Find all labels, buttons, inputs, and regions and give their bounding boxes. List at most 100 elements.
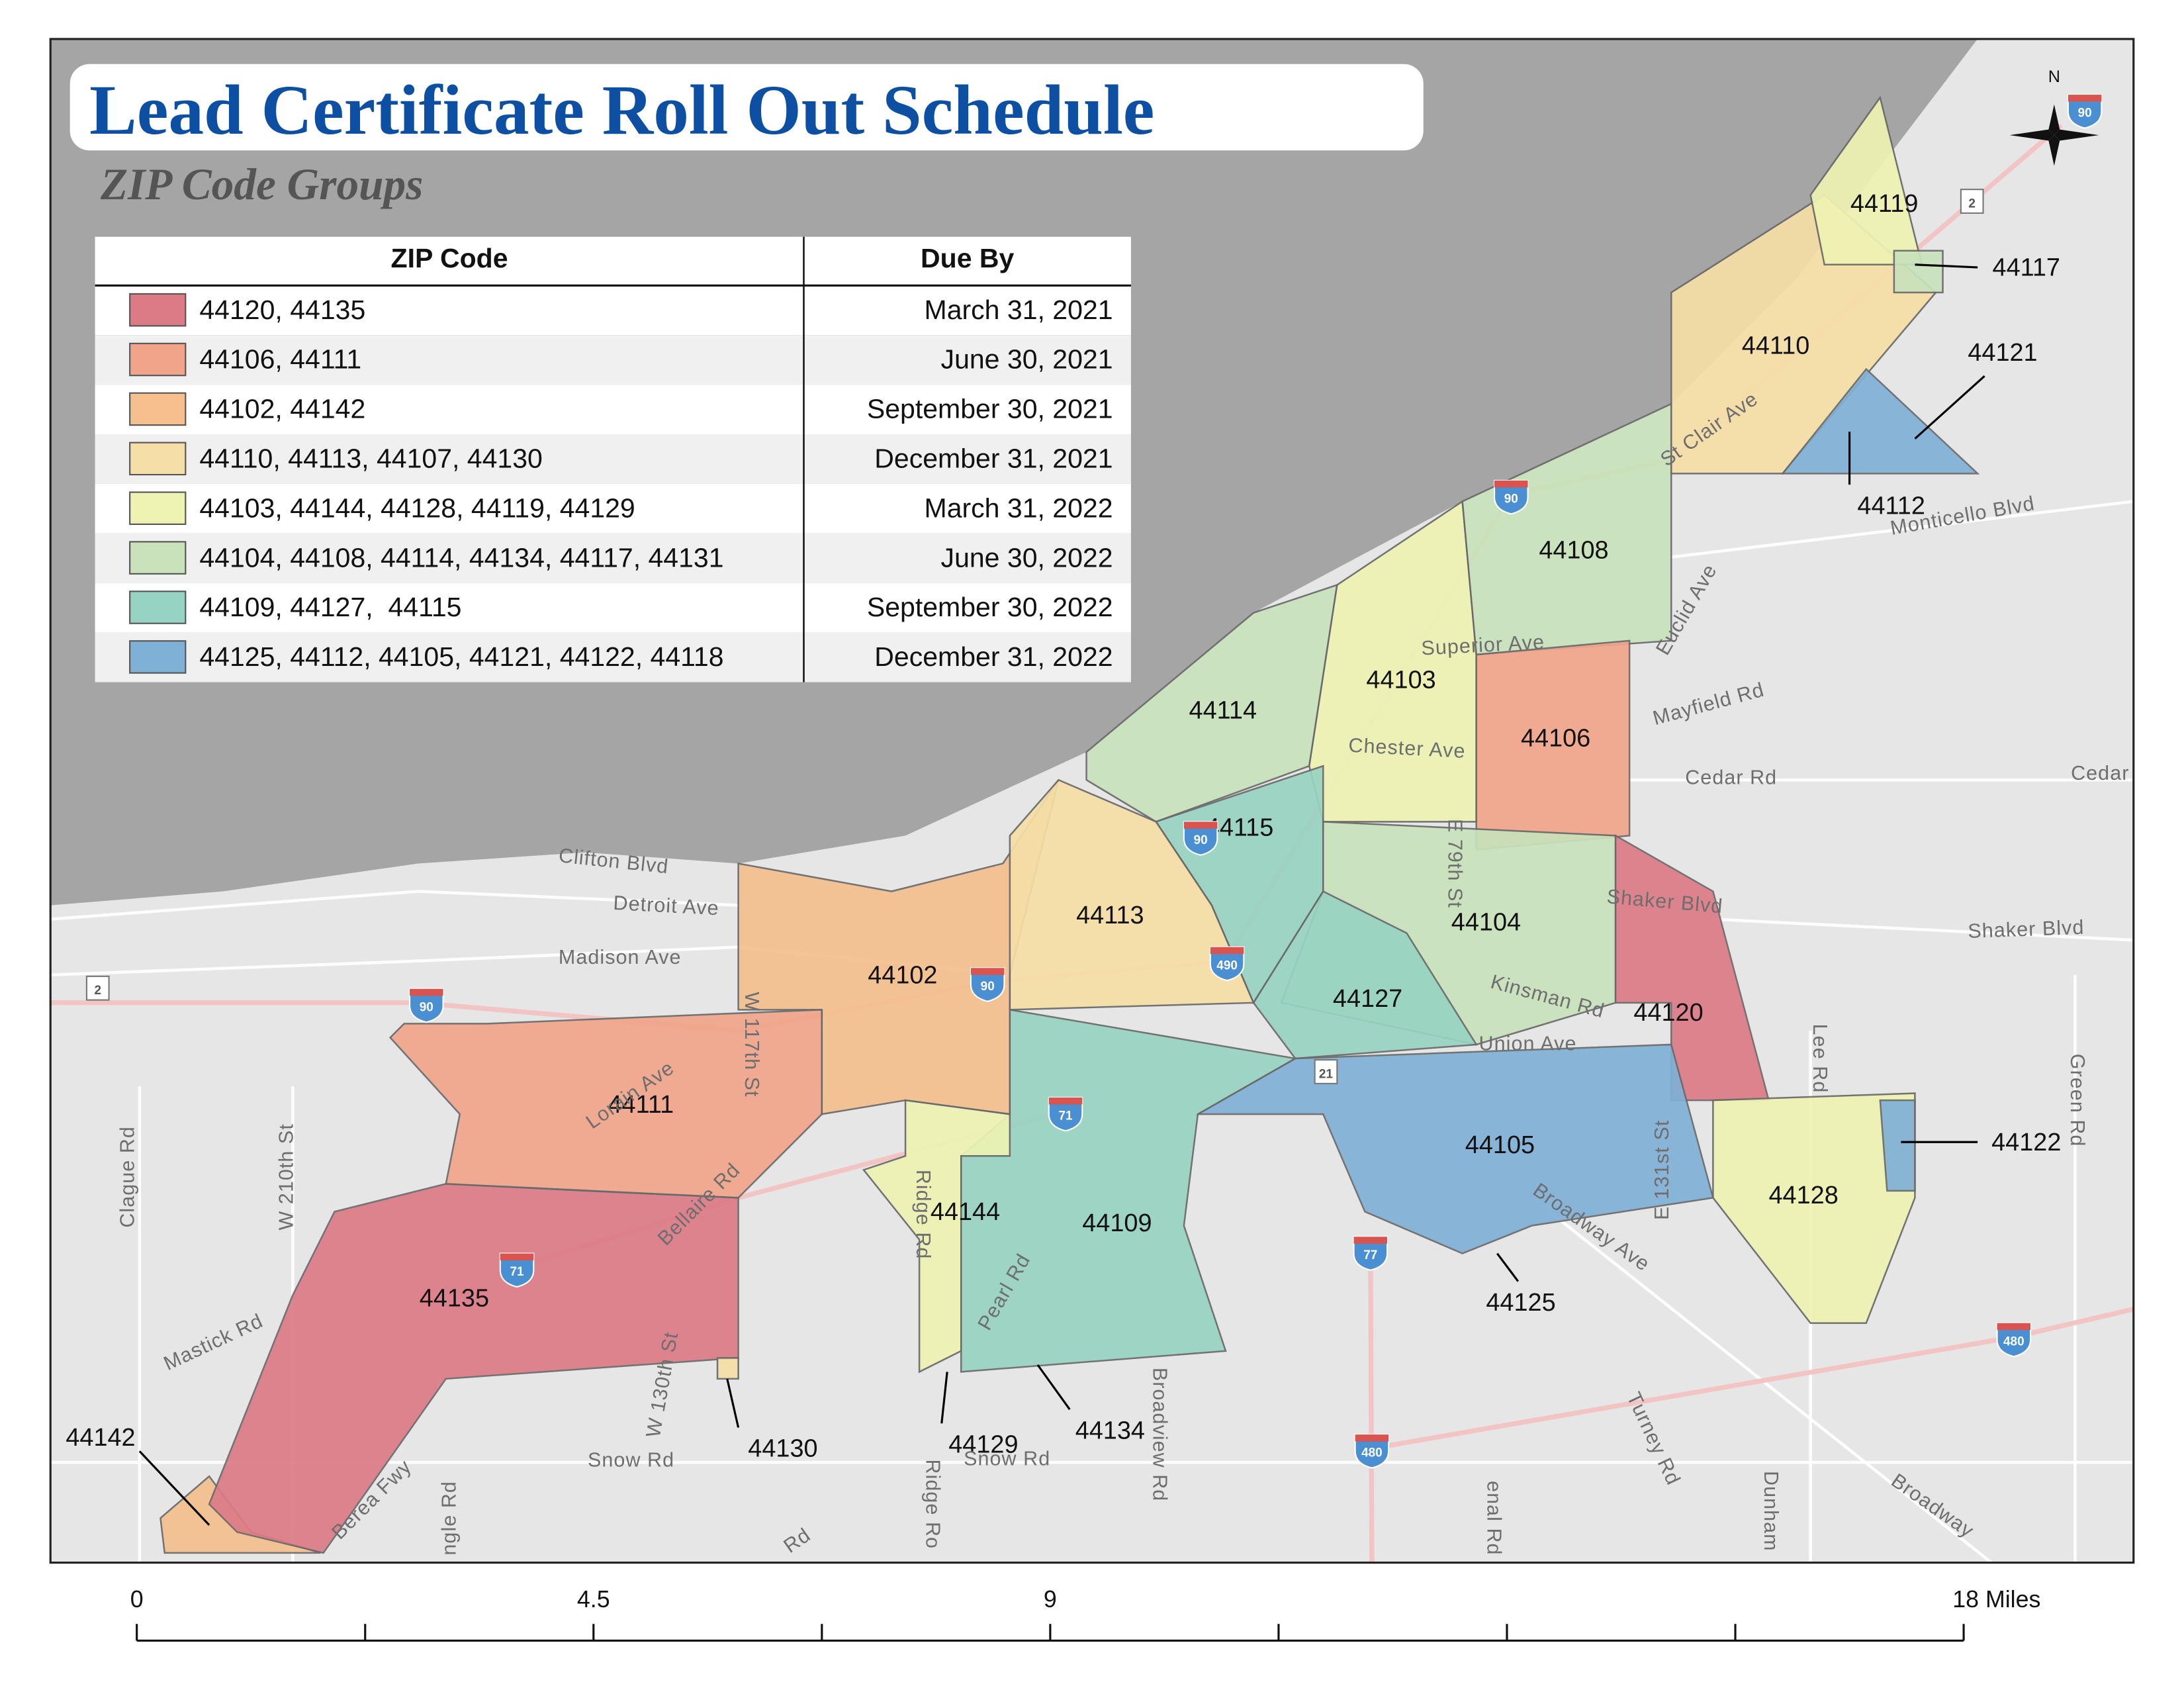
legend-swatch <box>129 342 187 377</box>
frame-border <box>49 38 2135 1564</box>
interstate-shield <box>1493 479 1529 515</box>
zip-label: 44125 <box>1486 1289 1555 1317</box>
interstate-shield-top <box>410 988 443 996</box>
shield-label: 480 <box>1361 1446 1383 1460</box>
zip-code-cell: 44110, 44113, 44107, 44130 <box>199 444 543 474</box>
interstate-shield-top <box>1048 1097 1083 1105</box>
zip-label: 44134 <box>1075 1417 1145 1444</box>
street-label: Snow Rd <box>588 1448 674 1471</box>
street-label: Green Rd <box>2066 1054 2089 1147</box>
table-row-bg <box>95 483 1131 534</box>
shield-label: 480 <box>2003 1335 2025 1348</box>
interstate-shield <box>1183 821 1218 856</box>
road <box>1713 917 2134 942</box>
street-label: ngle Rd <box>437 1481 460 1556</box>
compass: N <box>2009 68 2099 166</box>
shield-label: 71 <box>1058 1109 1072 1123</box>
compass-arrow <box>2048 104 2060 136</box>
road <box>50 890 739 921</box>
table-row-bg <box>95 385 1131 435</box>
zip-label: 44108 <box>1539 537 1608 565</box>
shield-label: 21 <box>1319 1067 1333 1081</box>
legend-swatch <box>129 640 187 674</box>
zip-label: 44110 <box>1742 332 1809 359</box>
zip-label: 44135 <box>420 1285 489 1313</box>
table-row-bg <box>95 285 1131 336</box>
interstate-shield <box>1048 1096 1083 1132</box>
shield-label: 2 <box>95 984 102 998</box>
leader-line <box>1036 1364 1071 1411</box>
zip-code-cell: 44106, 44111 <box>199 344 361 375</box>
zip-label: 44121 <box>1968 339 2037 367</box>
zip-label: 44122 <box>1991 1129 2061 1156</box>
zip-label: 44142 <box>66 1424 135 1452</box>
due-date-cell: March 31, 2022 <box>925 492 1113 523</box>
table-header: Due By <box>921 243 1015 273</box>
zip-label: 44130 <box>748 1435 817 1463</box>
interstate-shield-top <box>1210 947 1244 955</box>
zone <box>1475 639 1631 851</box>
zone <box>1461 402 1672 656</box>
shield-label: 77 <box>1363 1248 1377 1262</box>
table-header: ZIP Code <box>391 243 508 273</box>
zip-label: 44104 <box>1451 908 1521 936</box>
title: Lead Certificate Roll Out Schedule <box>89 71 1154 150</box>
zone <box>1780 367 1980 475</box>
table-row-bg <box>95 533 1131 583</box>
legend-swatch <box>129 392 187 426</box>
zip-label: 44114 <box>1189 697 1257 725</box>
street-label: W 117th St <box>741 992 763 1097</box>
zip-label: 44103 <box>1366 666 1435 694</box>
zip-label: 44119 <box>1850 190 1918 218</box>
zip-label: 44111 <box>608 1091 674 1119</box>
table-row-bg <box>95 632 1131 682</box>
leader-line <box>1914 375 1985 440</box>
shield-label: 90 <box>1504 492 1518 506</box>
subtitle: ZIP Code Groups <box>100 160 423 209</box>
interstate-shield <box>1996 1322 2032 1358</box>
due-date-cell: September 30, 2021 <box>867 394 1113 424</box>
zip-label: 44129 <box>948 1430 1018 1458</box>
street-label: Shaker Blvd <box>1968 916 2085 943</box>
street-label: Union Ave <box>1479 1032 1577 1055</box>
street-label: Cedar <box>2071 762 2129 784</box>
interstate-shield-top <box>1353 1237 1388 1244</box>
zone <box>1195 1043 1714 1254</box>
scale-label: 0 <box>130 1586 144 1613</box>
interstate-shield-top <box>1494 480 1528 488</box>
route-shield <box>85 975 110 1001</box>
zone <box>716 1357 739 1380</box>
zone <box>388 1009 823 1199</box>
street-label: enal Rd <box>1483 1481 1506 1556</box>
interstate-shield <box>499 1252 535 1288</box>
shield-label: 90 <box>2078 107 2092 120</box>
route-shield <box>1314 1059 1338 1084</box>
shield-label: 90 <box>981 980 995 994</box>
interstate-shield-top <box>1183 821 1218 829</box>
street-label: Madison Ave <box>559 946 682 968</box>
legend-swatch <box>129 293 187 327</box>
legend-swatch <box>129 442 187 476</box>
interstate-shield <box>409 988 444 1023</box>
scale-label: 18 Miles <box>1952 1586 2040 1613</box>
interstate-shield-top <box>970 968 1005 975</box>
leader-line <box>1915 263 1978 269</box>
compass-arrow <box>2009 129 2054 141</box>
leader-line <box>1496 1252 1520 1282</box>
zone <box>1879 1099 1916 1192</box>
street-label: W 210th St <box>275 1123 297 1230</box>
due-date-cell: June 30, 2022 <box>941 542 1113 573</box>
street-label: Broadview Rd <box>1149 1368 1171 1502</box>
shield-label: 490 <box>1216 959 1238 972</box>
table-header-bg <box>95 236 1131 286</box>
title-box <box>69 64 1424 151</box>
zip-label: 44106 <box>1521 725 1590 753</box>
legend-swatch <box>129 590 187 624</box>
zip-label: 44105 <box>1465 1131 1535 1159</box>
due-date-cell: December 31, 2021 <box>874 444 1113 474</box>
zip-label: 44128 <box>1768 1182 1838 1209</box>
zip-code-cell: 44120, 44135 <box>199 295 365 325</box>
zip-label: 44109 <box>1082 1209 1152 1237</box>
